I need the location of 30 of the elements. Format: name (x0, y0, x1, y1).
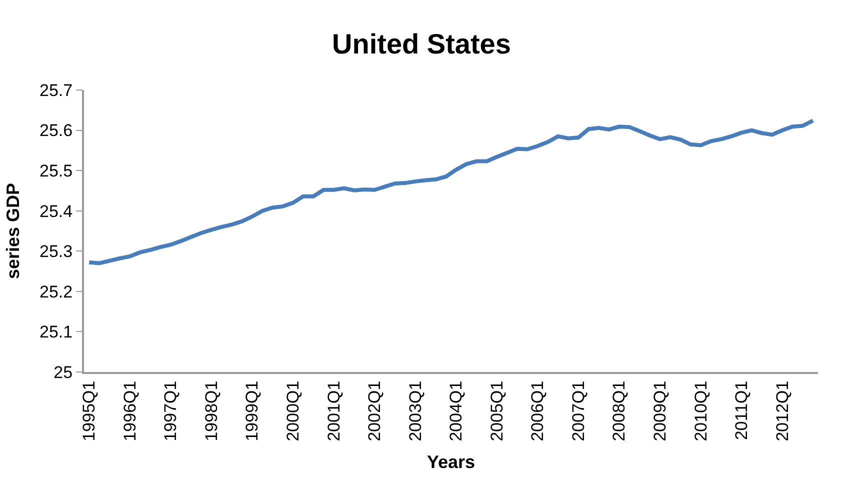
x-tick-label: 1995Q1 (80, 380, 99, 442)
y-tick-label: 25.1 (40, 322, 73, 342)
x-tick-label: 1997Q1 (161, 380, 180, 442)
line-series (87, 118, 815, 266)
y-tick-label: 25.5 (40, 162, 73, 181)
x-tick-label: 1996Q1 (120, 380, 140, 442)
y-tick-label: 25.7 (40, 80, 73, 100)
x-tick-label: 2001Q1 (324, 380, 344, 442)
x-tick-label: 1999Q1 (242, 380, 262, 442)
y-axis-title: series GDP (3, 182, 24, 280)
x-tick-label: 2007Q1 (568, 380, 588, 442)
x-tick-label: 2010Q1 (691, 380, 710, 442)
y-tick-label: 25.4 (40, 202, 73, 221)
x-tick-label: 2003Q1 (406, 380, 425, 442)
y-tick-label: 25 (54, 362, 73, 382)
y-tick-label: 25.3 (40, 242, 73, 262)
x-tick-label: 2012Q1 (772, 380, 792, 442)
x-axis-title: Years (426, 452, 476, 472)
x-tick-label: 2006Q1 (528, 380, 548, 442)
x-tick-label: 2000Q1 (284, 380, 303, 442)
y-tick-label: 25.2 (40, 282, 73, 302)
y-tick-label: 25.6 (40, 121, 73, 140)
x-tick-label: 2008Q1 (610, 380, 629, 442)
x-tick-label: 2009Q1 (650, 380, 670, 442)
x-tick-label: 2011Q1 (732, 380, 752, 440)
x-tick-label: 1998Q1 (202, 380, 221, 442)
chart-title: United States (332, 28, 511, 60)
x-tick-label: 2004Q1 (446, 380, 466, 442)
x-tick-label: 2002Q1 (365, 380, 384, 442)
x-tick-label: 2005Q1 (487, 380, 506, 442)
